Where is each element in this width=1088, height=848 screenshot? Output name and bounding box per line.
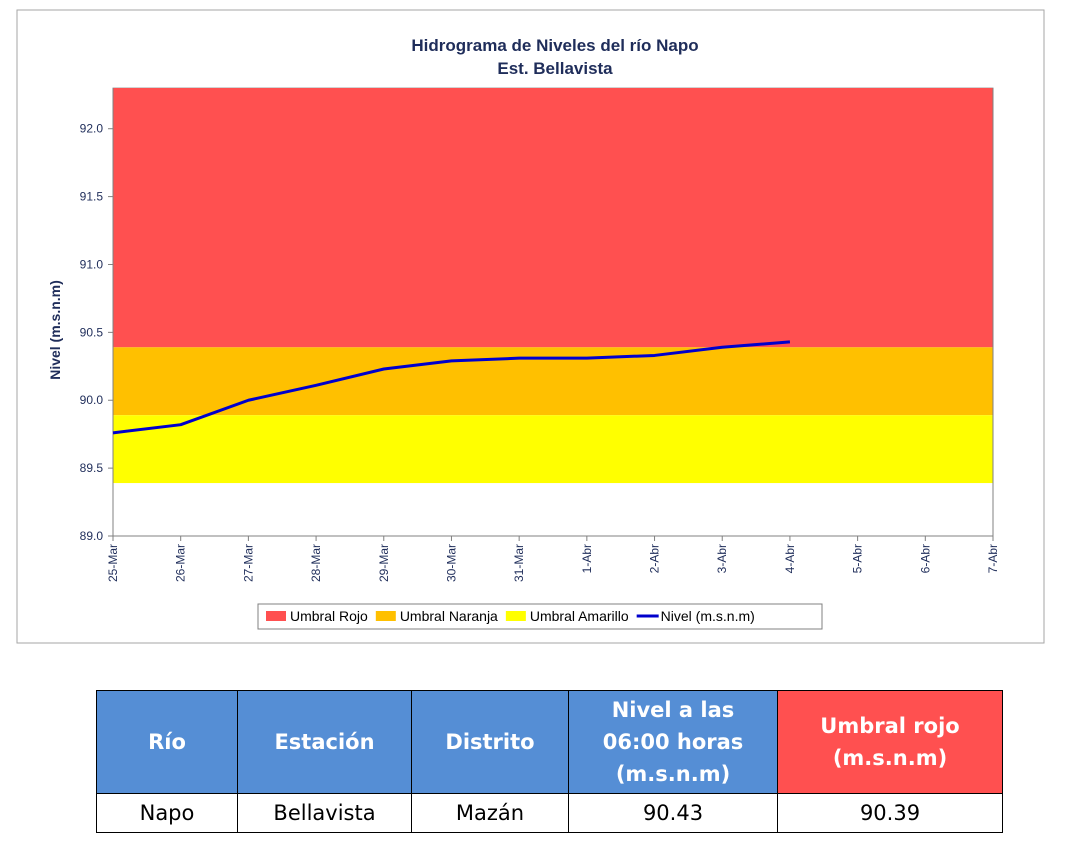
- cell: Napo: [96, 793, 238, 833]
- legend-label: Umbral Rojo: [290, 608, 368, 624]
- legend-label: Umbral Naranja: [400, 608, 498, 624]
- legend-swatch: [375, 611, 396, 621]
- header-cell: Estación: [237, 690, 412, 794]
- header-row: Río Estación Distrito Nivel a las 06:00 …: [96, 690, 1003, 794]
- x-tick-label: 30-Mar: [444, 544, 458, 582]
- y-axis-label: Nivel (m.s.n.m): [47, 280, 63, 380]
- y-tick-label: 89.5: [80, 461, 104, 475]
- header-cell: Nivel a las 06:00 horas (m.s.n.m): [568, 690, 778, 794]
- cell: Mazán: [411, 793, 569, 833]
- chart: Hidrograma de Niveles del río Napo Est. …: [16, 9, 1045, 644]
- x-tick-label: 2-Abr: [648, 544, 662, 573]
- cell: 90.43: [568, 793, 778, 833]
- x-tick-label: 29-Mar: [377, 544, 391, 582]
- y-tick-label: 90.0: [80, 393, 104, 407]
- data-table: Río Estación Distrito Nivel a las 06:00 …: [96, 690, 1003, 833]
- series-line: [112, 340, 791, 435]
- x-tick-label: 5-Abr: [851, 544, 865, 573]
- x-tick-label: 4-Abr: [783, 544, 797, 573]
- chart-subtitle: Est. Bellavista: [497, 59, 613, 78]
- y-tick-label: 91.0: [80, 257, 104, 271]
- x-tick-label: 6-Abr: [918, 544, 932, 573]
- cell: Bellavista: [237, 793, 412, 833]
- y-tick-label: 89.0: [80, 529, 104, 543]
- x-tick-label: 26-Mar: [174, 544, 188, 582]
- threshold-band: [113, 88, 993, 348]
- y-tick-label: 91.5: [80, 190, 104, 204]
- legend-label: Nivel (m.s.n.m): [661, 608, 755, 624]
- x-tick-label: 3-Abr: [715, 544, 729, 573]
- x-tick-label: 31-Mar: [512, 544, 526, 582]
- header-cell: Río: [96, 690, 238, 794]
- x-tick-label: 25-Mar: [106, 544, 120, 582]
- x-tick-label: 28-Mar: [309, 544, 323, 582]
- cell: 90.39: [777, 793, 1003, 833]
- header-cell: Distrito: [411, 690, 569, 794]
- header-cell: Umbral rojo (m.s.n.m): [777, 690, 1003, 794]
- x-tick-label: 7-Abr: [986, 544, 1000, 573]
- legend-swatch: [505, 611, 526, 621]
- data-row: Napo Bellavista Mazán 90.43 90.39: [96, 793, 1003, 833]
- x-tick-label: 1-Abr: [580, 544, 594, 573]
- y-tick-label: 90.5: [80, 325, 104, 339]
- threshold-band: [113, 415, 993, 484]
- legend-swatch: [266, 611, 286, 621]
- x-tick-label: 27-Mar: [241, 544, 255, 582]
- legend-label: Umbral Amarillo: [530, 608, 629, 624]
- legend-box: [257, 603, 823, 630]
- chart-title: Hidrograma de Niveles del río Napo: [411, 36, 698, 55]
- y-tick-label: 92.0: [80, 122, 104, 136]
